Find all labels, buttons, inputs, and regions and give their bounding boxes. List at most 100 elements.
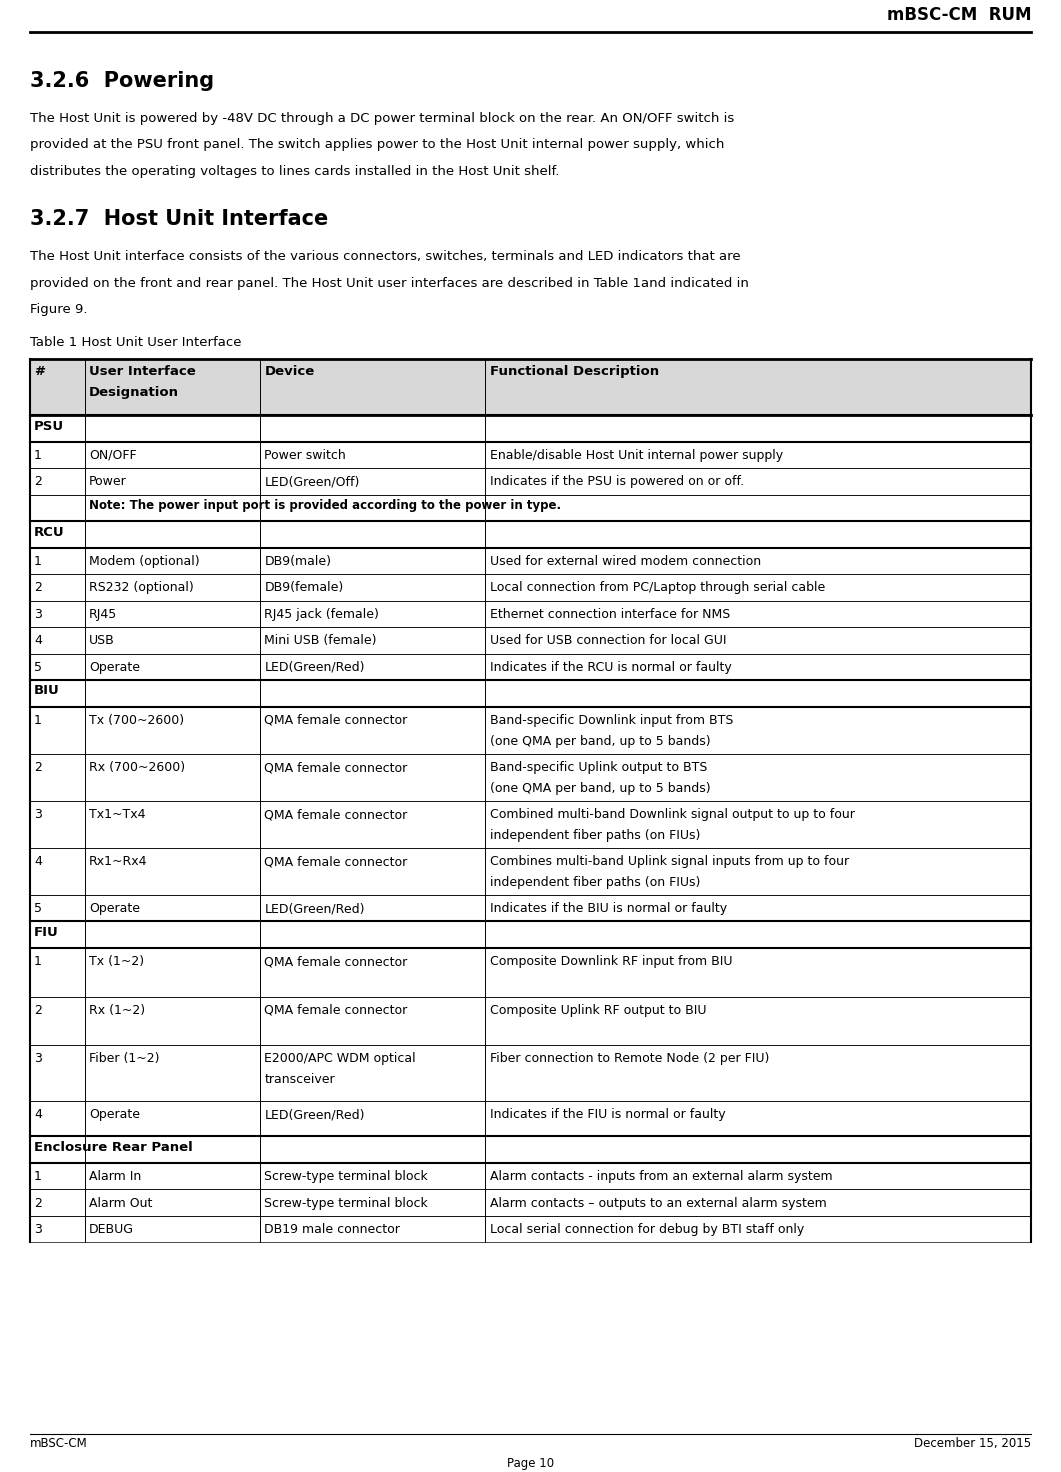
Text: Combines multi-band Uplink signal inputs from up to four: Combines multi-band Uplink signal inputs…: [490, 855, 849, 868]
Text: Tx (700~2600): Tx (700~2600): [89, 714, 185, 727]
Text: provided on the front and rear panel. The Host Unit user interfaces are describe: provided on the front and rear panel. Th…: [30, 277, 749, 290]
Text: 2: 2: [34, 581, 41, 595]
Text: Screw-type terminal block: Screw-type terminal block: [264, 1170, 428, 1183]
Text: Note: The power input port is provided according to the power in type.: Note: The power input port is provided a…: [89, 499, 561, 512]
Text: ON/OFF: ON/OFF: [89, 449, 137, 462]
Text: Local connection from PC/Laptop through serial cable: Local connection from PC/Laptop through …: [490, 581, 824, 595]
Text: Rx (1~2): Rx (1~2): [89, 1004, 145, 1017]
Text: Alarm In: Alarm In: [89, 1170, 141, 1183]
Text: Operate: Operate: [89, 1108, 140, 1122]
Text: transceiver: transceiver: [264, 1073, 335, 1086]
Text: Indicates if the RCU is normal or faulty: Indicates if the RCU is normal or faulty: [490, 661, 731, 674]
Text: Figure 9.: Figure 9.: [30, 303, 87, 316]
Text: 4: 4: [34, 1108, 41, 1122]
Text: provided at the PSU front panel. The switch applies power to the Host Unit inter: provided at the PSU front panel. The swi…: [30, 138, 724, 152]
Text: Mini USB (female): Mini USB (female): [264, 634, 377, 648]
Text: mBSC-CM: mBSC-CM: [30, 1437, 87, 1450]
Text: 1: 1: [34, 555, 41, 568]
Text: 1: 1: [34, 714, 41, 727]
Text: Alarm contacts - inputs from an external alarm system: Alarm contacts - inputs from an external…: [490, 1170, 832, 1183]
Text: Rx (700~2600): Rx (700~2600): [89, 761, 186, 774]
Text: 2: 2: [34, 475, 41, 489]
Text: Used for external wired modem connection: Used for external wired modem connection: [490, 555, 761, 568]
Text: Device: Device: [264, 365, 314, 378]
Text: Power: Power: [89, 475, 126, 489]
Text: 3: 3: [34, 1223, 41, 1236]
Text: Used for USB connection for local GUI: Used for USB connection for local GUI: [490, 634, 726, 648]
Text: The Host Unit is powered by -48V DC through a DC power terminal block on the rea: The Host Unit is powered by -48V DC thro…: [30, 112, 734, 125]
Text: 4: 4: [34, 634, 41, 648]
Text: QMA female connector: QMA female connector: [264, 761, 407, 774]
Text: Composite Downlink RF input from BIU: Composite Downlink RF input from BIU: [490, 955, 732, 969]
Text: LED(Green/Red): LED(Green/Red): [264, 1108, 365, 1122]
Text: RJ45: RJ45: [89, 608, 118, 621]
Text: QMA female connector: QMA female connector: [264, 1004, 407, 1017]
Text: QMA female connector: QMA female connector: [264, 855, 407, 868]
Text: RS232 (optional): RS232 (optional): [89, 581, 194, 595]
Text: Functional Description: Functional Description: [490, 365, 659, 378]
Text: Tx1~Tx4: Tx1~Tx4: [89, 808, 145, 821]
Text: Local serial connection for debug by BTI staff only: Local serial connection for debug by BTI…: [490, 1223, 804, 1236]
Text: 3: 3: [34, 808, 41, 821]
Text: 3.2.7  Host Unit Interface: 3.2.7 Host Unit Interface: [30, 209, 328, 230]
Text: 1: 1: [34, 449, 41, 462]
Text: RJ45 jack (female): RJ45 jack (female): [264, 608, 379, 621]
Text: DB9(female): DB9(female): [264, 581, 344, 595]
Text: FIU: FIU: [34, 926, 58, 939]
Text: 5: 5: [34, 902, 42, 916]
Text: DB9(male): DB9(male): [264, 555, 331, 568]
Text: 1: 1: [34, 1170, 41, 1183]
Text: USB: USB: [89, 634, 115, 648]
Text: QMA female connector: QMA female connector: [264, 714, 407, 727]
Text: Enable/disable Host Unit internal power supply: Enable/disable Host Unit internal power …: [490, 449, 783, 462]
Text: independent fiber paths (on FIUs): independent fiber paths (on FIUs): [490, 829, 700, 842]
Text: DB19 male connector: DB19 male connector: [264, 1223, 400, 1236]
Text: Rx1~Rx4: Rx1~Rx4: [89, 855, 147, 868]
Text: Tx (1~2): Tx (1~2): [89, 955, 144, 969]
Text: (one QMA per band, up to 5 bands): (one QMA per band, up to 5 bands): [490, 735, 710, 748]
Text: Fiber (1~2): Fiber (1~2): [89, 1052, 159, 1066]
Text: QMA female connector: QMA female connector: [264, 955, 407, 969]
Text: RCU: RCU: [34, 526, 65, 539]
Text: Indicates if the FIU is normal or faulty: Indicates if the FIU is normal or faulty: [490, 1108, 726, 1122]
Text: QMA female connector: QMA female connector: [264, 808, 407, 821]
Text: 2: 2: [34, 761, 41, 774]
Text: Band-specific Uplink output to BTS: Band-specific Uplink output to BTS: [490, 761, 707, 774]
Text: Enclosure Rear Panel: Enclosure Rear Panel: [34, 1141, 193, 1154]
Text: 3.2.6  Powering: 3.2.6 Powering: [30, 71, 214, 91]
Text: 4: 4: [34, 855, 41, 868]
Text: mBSC-CM  RUM: mBSC-CM RUM: [887, 6, 1031, 24]
Text: Modem (optional): Modem (optional): [89, 555, 199, 568]
Text: independent fiber paths (on FIUs): independent fiber paths (on FIUs): [490, 876, 700, 889]
Text: distributes the operating voltages to lines cards installed in the Host Unit she: distributes the operating voltages to li…: [30, 165, 559, 178]
Text: 5: 5: [34, 661, 42, 674]
Text: PSU: PSU: [34, 420, 64, 433]
Text: The Host Unit interface consists of the various connectors, switches, terminals : The Host Unit interface consists of the …: [30, 250, 741, 263]
Text: (one QMA per band, up to 5 bands): (one QMA per band, up to 5 bands): [490, 782, 710, 795]
Text: Alarm contacts – outputs to an external alarm system: Alarm contacts – outputs to an external …: [490, 1197, 827, 1210]
Text: 2: 2: [34, 1197, 41, 1210]
Text: Indicates if the BIU is normal or faulty: Indicates if the BIU is normal or faulty: [490, 902, 727, 916]
Text: LED(Green/Red): LED(Green/Red): [264, 661, 365, 674]
Text: BIU: BIU: [34, 684, 59, 698]
Text: 3: 3: [34, 608, 41, 621]
Text: 3: 3: [34, 1052, 41, 1066]
Text: Band-specific Downlink input from BTS: Band-specific Downlink input from BTS: [490, 714, 733, 727]
Text: Combined multi-band Downlink signal output to up to four: Combined multi-band Downlink signal outp…: [490, 808, 854, 821]
Text: LED(Green/Red): LED(Green/Red): [264, 902, 365, 916]
Text: Page 10: Page 10: [507, 1457, 554, 1471]
Text: Screw-type terminal block: Screw-type terminal block: [264, 1197, 428, 1210]
Text: 1: 1: [34, 955, 41, 969]
Text: Ethernet connection interface for NMS: Ethernet connection interface for NMS: [490, 608, 730, 621]
Text: Fiber connection to Remote Node (2 per FIU): Fiber connection to Remote Node (2 per F…: [490, 1052, 769, 1066]
Text: Composite Uplink RF output to BIU: Composite Uplink RF output to BIU: [490, 1004, 707, 1017]
Text: LED(Green/Off): LED(Green/Off): [264, 475, 360, 489]
Text: E2000/APC WDM optical: E2000/APC WDM optical: [264, 1052, 416, 1066]
Text: Power switch: Power switch: [264, 449, 346, 462]
Text: Designation: Designation: [89, 386, 179, 399]
Text: DEBUG: DEBUG: [89, 1223, 134, 1236]
Text: Operate: Operate: [89, 661, 140, 674]
Text: Indicates if the PSU is powered on or off.: Indicates if the PSU is powered on or of…: [490, 475, 744, 489]
Text: #: #: [34, 365, 45, 378]
Text: Alarm Out: Alarm Out: [89, 1197, 153, 1210]
